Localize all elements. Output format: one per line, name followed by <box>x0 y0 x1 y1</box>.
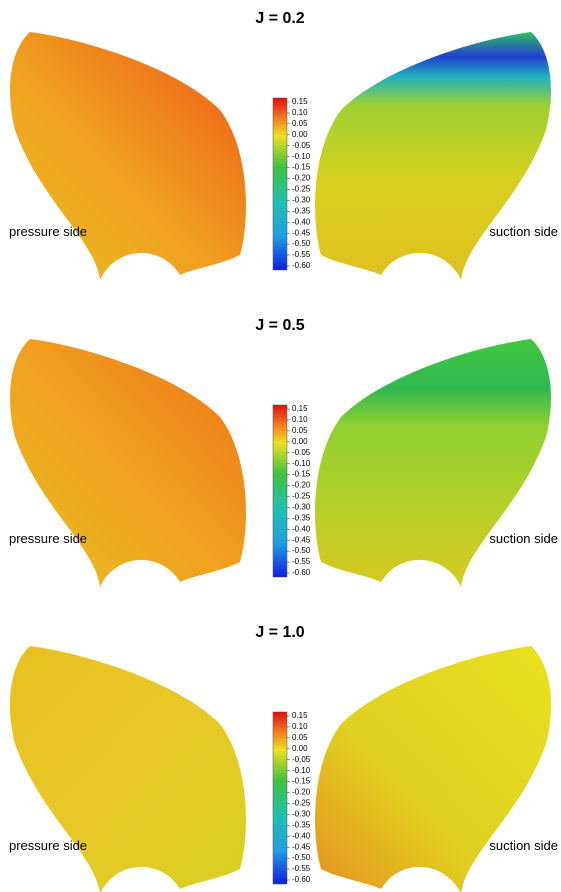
colorbar-tick-label: 0.00 <box>292 437 308 446</box>
colorbar-tick-label: -0.05 <box>292 755 311 764</box>
colorbar-tick-label: -0.30 <box>292 503 311 512</box>
colorbar <box>273 405 287 577</box>
colorbar-tick-label: 0.05 <box>292 733 308 742</box>
panel: J = 0.2 pressure side suction side 0.15 0.10… <box>9 10 558 280</box>
colorbar-tick-label: 0.15 <box>292 711 308 720</box>
colorbar-tick-label: -0.25 <box>292 492 311 501</box>
colorbar-tick-label: -0.05 <box>292 141 311 150</box>
pressure-side-label: pressure side <box>9 838 87 853</box>
colorbar-tick-label: -0.50 <box>292 853 311 862</box>
colorbar-tick-label: -0.40 <box>292 524 311 533</box>
colorbar-tick-label: -0.50 <box>292 239 311 248</box>
colorbar-tick-label: -0.15 <box>292 163 311 172</box>
colorbar-tick-label: -0.55 <box>292 250 311 259</box>
colorbar-tick-label: -0.60 <box>292 568 311 577</box>
pressure-side-label: pressure side <box>9 531 87 546</box>
pressure-side-label: pressure side <box>9 224 87 239</box>
colorbar-tick-label: -0.60 <box>292 875 311 884</box>
panel-title: J = 0.5 <box>255 317 304 334</box>
colorbar-tick-label: -0.50 <box>292 546 311 555</box>
colorbar-tick-label: -0.35 <box>292 820 311 829</box>
suction-side-label: suction side <box>489 224 558 239</box>
suction-side-label: suction side <box>489 838 558 853</box>
colorbar-tick-label: -0.55 <box>292 557 311 566</box>
colorbar-tick-label: -0.60 <box>292 261 311 270</box>
panel-title: J = 1.0 <box>255 624 304 641</box>
colorbar-tick-label: -0.30 <box>292 196 311 205</box>
suction-blade <box>315 646 551 892</box>
colorbar-tick-label: -0.45 <box>292 228 311 237</box>
colorbar-tick-label: -0.35 <box>292 206 311 215</box>
colorbar-tick-label: 0.05 <box>292 426 308 435</box>
colorbar-tick-label: -0.40 <box>292 217 311 226</box>
colorbar-tick-label: -0.45 <box>292 535 311 544</box>
colorbar-tick-label: -0.30 <box>292 810 311 819</box>
suction-blade <box>315 32 551 280</box>
suction-side-label: suction side <box>489 531 558 546</box>
colorbar-tick-label: 0.15 <box>292 404 308 413</box>
page: {"panels": [ {"title": "J = 0.2", "left_… <box>0 0 561 892</box>
colorbar-tick-label: 0.00 <box>292 130 308 139</box>
colorbar-tick-label: -0.35 <box>292 513 311 522</box>
colorbar <box>273 712 287 884</box>
figure: J = 0.2 pressure side suction side 0.15 0.10… <box>0 0 561 892</box>
colorbar-tick-label: -0.45 <box>292 842 311 851</box>
colorbar-tick-label: 0.10 <box>292 415 308 424</box>
colorbar-tick-label: -0.10 <box>292 152 311 161</box>
pressure-blade <box>10 339 246 587</box>
colorbar-tick-label: -0.10 <box>292 459 311 468</box>
colorbar-tick-label: -0.25 <box>292 185 311 194</box>
pressure-blade <box>10 646 246 892</box>
colorbar-tick-label: 0.15 <box>292 97 308 106</box>
colorbar-tick-label: -0.15 <box>292 470 311 479</box>
colorbar-tick-label: 0.10 <box>292 722 308 731</box>
colorbar-tick-label: 0.10 <box>292 108 308 117</box>
panel: J = 0.5 pressure side suction side 0.15 0.10… <box>9 317 558 587</box>
colorbar-tick-label: -0.25 <box>292 799 311 808</box>
colorbar-tick-label: -0.10 <box>292 766 311 775</box>
colorbar-tick-label: -0.20 <box>292 481 311 490</box>
colorbar-tick-label: -0.05 <box>292 448 311 457</box>
panel: J = 1.0 pressure side suction side 0.15 0.10… <box>9 624 558 892</box>
colorbar-tick-label: -0.20 <box>292 174 311 183</box>
colorbar-tick-label: -0.15 <box>292 777 311 786</box>
colorbar-tick-label: 0.00 <box>292 744 308 753</box>
colorbar <box>273 98 287 270</box>
pressure-blade <box>10 32 246 280</box>
colorbar-tick-label: 0.05 <box>292 119 308 128</box>
colorbar-tick-label: -0.40 <box>292 831 311 840</box>
panel-title: J = 0.2 <box>255 10 304 27</box>
colorbar-tick-label: -0.20 <box>292 788 311 797</box>
suction-blade <box>315 339 551 587</box>
colorbar-tick-label: -0.55 <box>292 864 311 873</box>
